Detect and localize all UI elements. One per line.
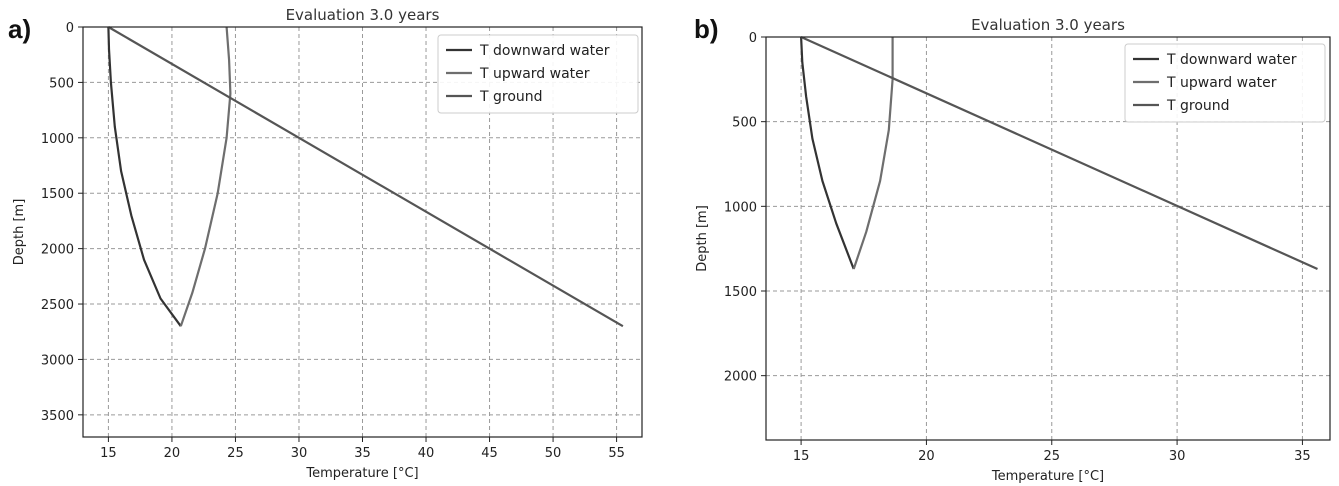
legend-entry: T downward water [479,43,610,59]
x-tick-label: 20 [164,446,181,461]
x-tick-label: 45 [481,446,498,461]
series-line-t-upward-water [852,37,894,270]
y-tick-label: 1500 [41,187,74,202]
panel-label: a) [8,14,31,44]
x-tick-label: 35 [354,446,371,461]
y-axis-label: Depth [m] [695,205,710,272]
y-tick-label: 2000 [724,370,757,385]
panel-label: b) [694,14,719,44]
x-tick-label: 30 [1169,449,1186,464]
y-tick-label: 3000 [41,353,74,368]
x-tick-label: 30 [291,446,308,461]
x-tick-label: 25 [227,446,244,461]
y-tick-label: 500 [732,116,757,131]
y-tick-label: 1000 [41,132,74,147]
series-line-t-upward-water [179,26,232,327]
x-tick-label: 35 [1294,449,1311,464]
x-tick-label: 20 [918,449,935,464]
legend-box [1124,43,1326,123]
y-tick-label: 2500 [41,298,74,313]
x-tick-label: 15 [100,446,117,461]
x-tick-label: 15 [793,449,810,464]
legend-entry: T ground [1166,98,1230,114]
series-line-t-downward-water [107,26,182,327]
x-axis-label: Temperature [°C] [991,469,1104,484]
y-tick-label: 500 [49,76,74,91]
chart-panel-b: b) 15 20 25 30 35 0 500 1000 1500 2000 Evaluation 3… [694,14,1331,484]
x-tick-label: 55 [608,446,625,461]
legend-entry: T downward water [1166,52,1297,68]
legend-box [437,34,639,114]
chart-title: Evaluation 3.0 years [971,16,1125,34]
legend: T downward water T upward water T ground [437,34,639,114]
y-tick-label: 0 [749,31,757,46]
chart-title: Evaluation 3.0 years [286,6,440,24]
x-tick-label: 25 [1043,449,1060,464]
x-tick-label: 50 [545,446,562,461]
y-tick-label: 2000 [41,243,74,258]
series-line-t-downward-water [800,36,855,270]
y-tick-label: 1000 [724,200,757,215]
legend-entry: T ground [479,89,543,105]
series-line-t-ground [107,26,624,328]
legend-entry: T upward water [1166,75,1277,91]
y-axis-label: Depth [m] [12,199,27,266]
legend: T downward water T upward water T ground [1124,43,1326,123]
series-line-t-ground [800,35,1318,271]
y-tick-label: 3500 [41,409,74,424]
x-tick-label: 40 [418,446,435,461]
legend-entry: T upward water [479,66,590,82]
chart-panel-a: a) 15 20 25 30 35 40 45 50 55 0 500 1000 1500 2000 2500… [8,6,643,481]
x-axis-label: Temperature [°C] [305,466,418,481]
y-tick-label: 0 [66,21,74,36]
y-tick-label: 1500 [724,285,757,300]
plot-frame [765,36,1331,441]
